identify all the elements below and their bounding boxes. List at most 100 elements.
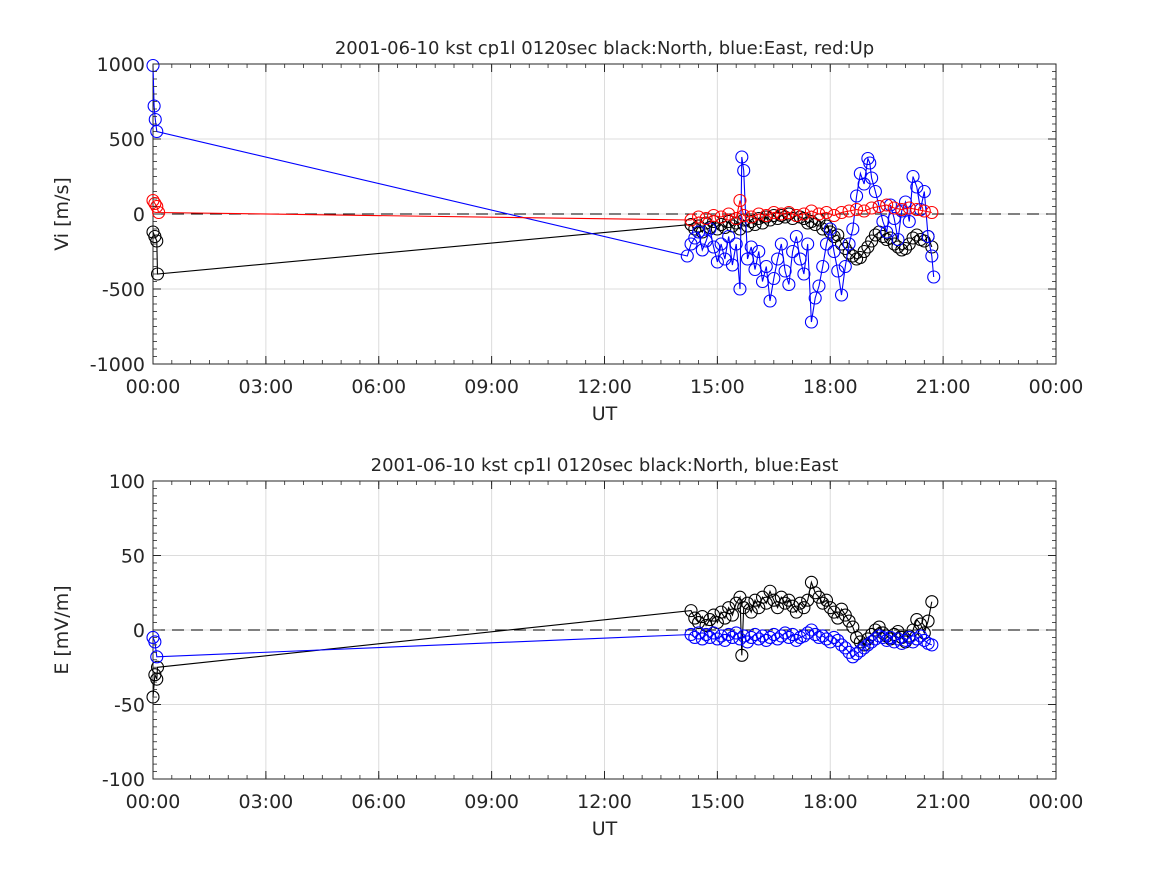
data-point-north <box>789 605 803 619</box>
data-point-north <box>763 584 777 598</box>
data-point-east <box>778 264 792 278</box>
data-point-east <box>778 626 792 640</box>
data-point-east <box>842 237 856 251</box>
data-point-north <box>921 614 935 628</box>
data-point-east <box>725 258 739 272</box>
x-tick-label: 00:00 <box>1029 376 1084 398</box>
data-point-north <box>684 604 698 618</box>
data-point-up <box>789 208 803 223</box>
data-point-up <box>842 204 856 218</box>
data-point-east <box>917 633 931 647</box>
data-point-east <box>925 638 939 652</box>
data-point-east <box>846 222 860 236</box>
data-point-north <box>819 593 834 607</box>
x-tick-label: 06:00 <box>351 791 406 813</box>
data-point-east <box>729 237 743 251</box>
data-point-up <box>850 202 864 217</box>
data-point-up <box>767 205 781 220</box>
data-point-north <box>834 237 849 251</box>
data-point-north <box>735 648 749 662</box>
velocity-data <box>146 58 1056 329</box>
data-point-east <box>740 252 755 266</box>
data-point-north <box>150 267 165 281</box>
data-point-east <box>699 627 713 642</box>
data-point-north <box>823 225 837 239</box>
data-point-north <box>710 222 724 236</box>
data-point-east <box>902 214 916 229</box>
x-tick-label: 18:00 <box>803 376 858 398</box>
data-point-east <box>752 244 766 259</box>
x-tick-label: 00:00 <box>126 791 181 813</box>
data-point-north <box>744 605 758 619</box>
data-point-up <box>148 196 162 211</box>
data-point-north <box>722 601 736 615</box>
data-point-east <box>808 627 822 642</box>
y-tick-label: -500 <box>102 279 145 301</box>
velocity-x-axis-label: UT <box>592 403 618 425</box>
data-point-east <box>793 252 807 266</box>
y-tick-label: 1000 <box>97 54 145 76</box>
velocity-ticks: 00:00 03:00 06:00 09:00 12:00 15:00 18:00 21:00… <box>90 54 1084 398</box>
data-point-east <box>801 626 815 640</box>
data-point-up <box>872 199 886 214</box>
data-point-east <box>917 184 931 199</box>
data-point-east <box>834 638 849 652</box>
data-point-up <box>857 204 871 218</box>
data-point-east <box>714 237 728 251</box>
data-point-east <box>827 244 841 259</box>
data-point-east <box>782 277 796 292</box>
x-tick-label: 21:00 <box>916 376 971 398</box>
y-tick-label: -1000 <box>90 354 145 376</box>
data-point-north <box>797 211 811 226</box>
data-point-north <box>688 611 702 625</box>
velocity-chart-title: 2001-06-10 kst cp1l 0120sec black:North,… <box>335 38 874 59</box>
data-point-east <box>868 184 882 199</box>
velocity-chart: 00:00 03:00 06:00 09:00 12:00 15:00 18:00 21:00… <box>51 38 1083 425</box>
data-point-up <box>902 201 916 215</box>
data-point-up <box>774 207 788 221</box>
data-point-up <box>812 207 826 221</box>
data-point-east <box>147 99 161 113</box>
data-point-east <box>767 271 781 286</box>
data-point-up <box>925 205 939 220</box>
data-point-east <box>921 229 935 244</box>
electric-field-chart: 00:00 03:00 06:00 09:00 12:00 15:00 18:00 21:00… <box>51 455 1083 840</box>
data-point-east <box>789 229 803 244</box>
x-tick-label: 15:00 <box>690 376 745 398</box>
x-tick-label: 03:00 <box>238 376 293 398</box>
data-point-up <box>752 207 766 221</box>
data-point-east <box>819 237 834 251</box>
x-tick-label: 00:00 <box>1029 791 1084 813</box>
data-point-up <box>804 204 818 218</box>
data-point-north <box>925 595 939 609</box>
data-point-east <box>722 229 736 244</box>
y-tick-label: 100 <box>109 471 145 493</box>
data-point-up <box>895 202 909 217</box>
data-point-east <box>887 211 901 226</box>
data-point-east <box>774 237 788 251</box>
series-line-east <box>152 65 935 323</box>
data-point-north <box>804 214 818 229</box>
data-point-north <box>725 608 739 622</box>
data-point-north <box>876 229 890 244</box>
data-point-up <box>917 204 931 218</box>
data-point-east <box>722 627 736 642</box>
data-point-up <box>684 213 698 227</box>
data-point-east <box>880 225 894 239</box>
electric-field-y-axis-label: E [mV/m] <box>51 585 73 674</box>
electric-field-x-axis-label: UT <box>592 818 618 840</box>
data-point-east <box>831 633 845 647</box>
data-point-north <box>737 601 751 615</box>
data-point-east <box>834 288 849 302</box>
data-point-up <box>759 208 773 223</box>
y-tick-label: -50 <box>114 695 145 717</box>
data-point-north <box>808 586 822 600</box>
data-point-east <box>695 632 709 646</box>
data-point-east <box>797 267 811 281</box>
data-point-up <box>834 205 849 220</box>
data-point-north <box>793 596 807 610</box>
data-point-up <box>729 211 743 226</box>
data-point-east <box>148 635 162 649</box>
data-point-east <box>863 156 877 170</box>
